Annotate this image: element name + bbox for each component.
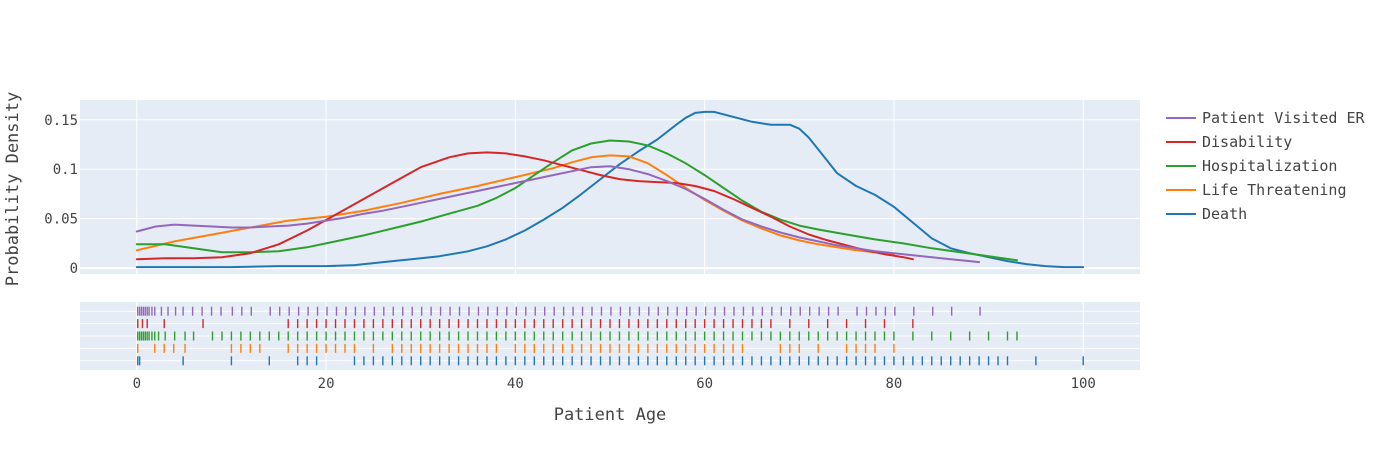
density-curves [135, 110, 1085, 269]
density-gridlines [80, 100, 1140, 274]
legend-item-life-threatening[interactable]: Life Threatening [1166, 181, 1347, 199]
curve-patient-visited-er [135, 165, 981, 264]
curve-hospitalization [135, 139, 1018, 262]
curve-life-threatening [135, 154, 895, 256]
x-tick-label: 60 [696, 376, 713, 392]
legend-item-hospitalization[interactable]: Hospitalization [1166, 157, 1337, 175]
x-tick-label: 80 [885, 376, 902, 392]
x-tick-label: 20 [318, 376, 335, 392]
legend-item-patient-visited-er[interactable]: Patient Visited ER [1166, 109, 1366, 127]
y-tick-label: 0.05 [44, 212, 78, 228]
x-tick-label: 40 [507, 376, 524, 392]
curve-death [135, 110, 1085, 269]
x-tick-label: 100 [1071, 376, 1096, 392]
legend-label: Hospitalization [1202, 157, 1337, 175]
y-tick-label: 0.15 [44, 113, 78, 129]
density-plot-background [80, 100, 1140, 274]
y-tick-label: 0 [70, 261, 78, 277]
x-axis-ticks: 0 20 40 60 80 100 [133, 376, 1096, 392]
legend-item-disability[interactable]: Disability [1166, 133, 1292, 151]
x-axis-title: Patient Age [554, 405, 667, 425]
legend-label: Death [1202, 205, 1247, 223]
legend-label: Disability [1202, 133, 1292, 151]
y-tick-label: 0.1 [53, 162, 78, 178]
y-axis-title: Probability Density [3, 92, 23, 286]
legend-label: Patient Visited ER [1202, 109, 1366, 127]
legend-label: Life Threatening [1202, 181, 1347, 199]
rug-marks [137, 306, 1084, 366]
y-axis-ticks: 0 0.05 0.1 0.15 [44, 113, 78, 277]
legend-item-death[interactable]: Death [1166, 205, 1247, 223]
legend[interactable]: Patient Visited ER Disability Hospitalizat… [1166, 109, 1366, 223]
x-tick-label: 0 [133, 376, 141, 392]
